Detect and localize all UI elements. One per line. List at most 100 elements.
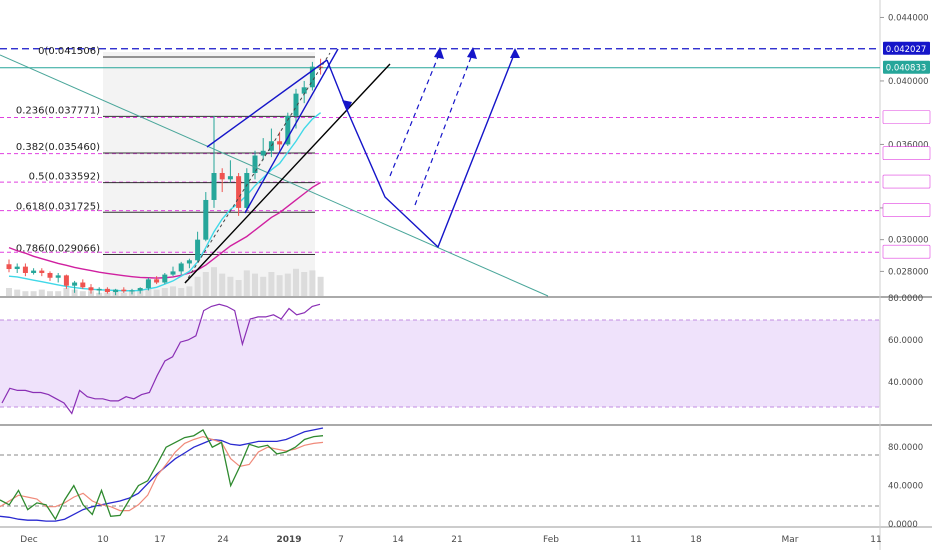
volume-bar [202, 272, 209, 296]
candle-body[interactable] [219, 172, 225, 180]
projection-path-arrow[interactable] [326, 51, 516, 249]
candle-body[interactable] [154, 279, 160, 283]
candle-body[interactable] [227, 176, 233, 180]
rsi-tick-label: 60.0000 [888, 336, 923, 346]
candle-body[interactable] [55, 275, 61, 278]
stoch-guides [0, 454, 880, 507]
candle-body[interactable] [293, 93, 299, 116]
volume-bar [38, 289, 45, 296]
volume-bar [14, 289, 21, 296]
price-pane[interactable] [0, 0, 880, 296]
volume-bar [6, 288, 12, 296]
candle-body[interactable] [47, 272, 53, 278]
candle-body[interactable] [203, 199, 209, 240]
price-tag-label: 0.037697 [886, 113, 927, 123]
fib-level-label: 0(0.041506) [38, 46, 100, 57]
candle-body[interactable] [6, 264, 12, 270]
volume-bar [235, 280, 242, 296]
volume-bar [194, 276, 201, 296]
time-axis-label: Mar [782, 535, 799, 545]
volume-bar [30, 291, 37, 296]
candle-body[interactable] [211, 172, 217, 200]
trend-drawings[interactable] [0, 47, 549, 297]
candle-body[interactable] [285, 115, 291, 145]
candle-body[interactable] [31, 270, 37, 273]
price-tag-label: 0.031827 [886, 207, 927, 217]
time-axis-label: 11 [630, 535, 641, 545]
volume-bar [161, 288, 168, 296]
candle-body[interactable] [137, 288, 143, 291]
candle-body[interactable] [88, 287, 94, 291]
candle-body[interactable] [277, 141, 283, 145]
candle-body[interactable] [309, 66, 315, 88]
volume-bar [63, 288, 70, 296]
candle-body[interactable] [22, 266, 28, 273]
rsi-tick-label: 80.0000 [888, 294, 923, 304]
volume-bar [170, 286, 176, 296]
rsi-pane[interactable] [0, 320, 880, 407]
price-tag-label: 0.042027 [886, 45, 927, 55]
time-axis-label: 10 [97, 535, 109, 545]
price-tag-label: 0.033628 [886, 178, 927, 188]
volume-bar [268, 272, 275, 296]
volume-bar [276, 275, 283, 296]
wedge-upper-line[interactable] [206, 59, 328, 148]
candle-body[interactable] [63, 275, 69, 286]
price-tag-box [882, 174, 931, 189]
candle-body[interactable] [72, 282, 78, 286]
projection-arrowhead [510, 48, 520, 58]
candle-body[interactable] [186, 260, 192, 264]
stoch-d-line[interactable] [0, 435, 324, 512]
candle-body[interactable] [260, 150, 266, 156]
candle-body[interactable] [129, 290, 135, 292]
candle-body[interactable] [244, 172, 250, 208]
fibonacci-levels[interactable]: 0(0.041506) 0.236(0.037771) 0.382(0.035460… [16, 46, 315, 255]
price-tag-box [883, 41, 930, 55]
candle-body[interactable] [268, 141, 274, 151]
candle-body[interactable] [145, 279, 151, 289]
stochastic-indicator[interactable] [0, 427, 324, 522]
rsi-indicator[interactable] [1, 303, 321, 415]
candle-body[interactable] [80, 282, 86, 288]
volume-bar [120, 292, 127, 296]
fib-level-label: 0.786(0.029066) [16, 243, 100, 254]
price-tag-label: 0.029210 [886, 248, 927, 258]
volume-bar [219, 273, 226, 296]
candle-body[interactable] [252, 155, 258, 173]
price-tick-label: 0.040000 [888, 77, 929, 87]
candle-body[interactable] [162, 274, 168, 283]
candle-body[interactable] [39, 270, 45, 273]
stoch-k-line[interactable] [0, 428, 324, 521]
fib-level-label: 0.382(0.035460) [16, 142, 100, 153]
candle-body[interactable] [301, 87, 307, 94]
rsi-line[interactable] [1, 303, 321, 415]
volume-bar [22, 291, 29, 296]
volume-bar [227, 276, 234, 296]
candle-body[interactable] [96, 288, 102, 291]
candle-body[interactable] [104, 288, 110, 293]
dashed-arrowhead-2 [467, 47, 477, 59]
candle-body[interactable] [170, 271, 176, 275]
wedge-lower-line[interactable] [244, 48, 339, 214]
time-axis-label: 7 [338, 535, 344, 545]
volume-bar [260, 276, 267, 296]
fib-level-label: 0.618(0.031725) [16, 201, 100, 212]
time-axis[interactable]: Dec 10 17 24 2019 7 14 21 Feb 11 18 Mar 11 [20, 535, 881, 545]
dashed-projection-1[interactable] [389, 51, 441, 177]
candle-body[interactable] [236, 176, 242, 208]
long-descending-trendline[interactable] [0, 54, 549, 297]
dashed-projection-2[interactable] [414, 51, 474, 206]
drop-arrowhead [342, 100, 352, 112]
support-trendline[interactable] [184, 63, 391, 284]
fib-level-label: 0.236(0.037771) [16, 105, 100, 116]
price-tick-label: 0.036000 [888, 140, 929, 150]
candle-body[interactable] [121, 289, 127, 292]
time-axis-label: 18 [690, 535, 702, 545]
candle-body[interactable] [14, 266, 20, 270]
volume-bar [284, 273, 291, 296]
price-tick-label: 0.044000 [888, 13, 929, 23]
candle-body[interactable] [178, 263, 184, 272]
candle-body[interactable] [195, 239, 201, 261]
candle-body[interactable] [113, 289, 119, 293]
